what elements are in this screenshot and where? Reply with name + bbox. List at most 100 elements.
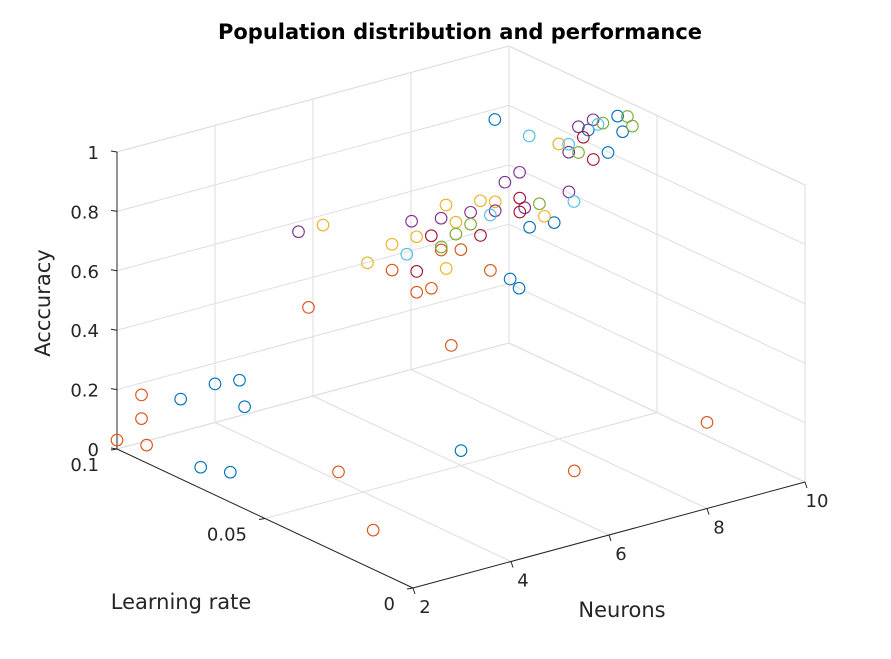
scatter-point <box>572 120 585 134</box>
y-tick-label: 0 <box>384 594 395 615</box>
scatter-point <box>223 465 237 479</box>
scatter-point <box>434 240 448 254</box>
grid-line <box>508 223 806 364</box>
box-edge <box>508 45 806 186</box>
z-tick-label: 1 <box>88 143 99 164</box>
scatter-point <box>626 119 639 133</box>
z-tick-mark <box>110 447 118 450</box>
scatter-point <box>513 191 527 205</box>
scatter-point <box>567 464 581 478</box>
scatter-point <box>194 460 208 474</box>
grid-line <box>508 164 806 305</box>
scatter-point <box>576 130 590 144</box>
scatter-point <box>503 272 517 286</box>
scatter-point <box>512 281 526 295</box>
scatter-point <box>425 281 438 295</box>
scatter-point <box>302 301 315 314</box>
scatter-point <box>135 388 148 402</box>
scatter-point <box>547 216 561 229</box>
scatter-point <box>700 416 714 429</box>
x-axis-label: Neurons <box>578 598 665 622</box>
y-tick-label: 0.1 <box>70 455 99 476</box>
scatter-point <box>385 263 399 277</box>
z-tick-label: 0.4 <box>70 321 99 342</box>
scatter-point <box>316 218 330 232</box>
y-axis-label: Learning rate <box>111 590 252 614</box>
scatter-point <box>513 205 527 219</box>
scatter-point <box>498 175 512 189</box>
scatter-point <box>385 237 399 251</box>
scatter-point <box>366 523 380 537</box>
x-tick-label: 8 <box>713 518 724 539</box>
scatter-point <box>522 129 536 143</box>
scatter-point <box>233 373 246 387</box>
scatter-point <box>410 265 424 278</box>
grid-lines <box>116 45 806 589</box>
scatter-point <box>410 230 423 244</box>
scatter-point <box>410 285 424 299</box>
y-tick-mark <box>258 518 266 520</box>
grid-line <box>508 104 806 245</box>
x-tick-mark <box>804 481 808 489</box>
scatter-point <box>174 392 188 406</box>
scatter-point <box>208 377 222 391</box>
z-tick-mark <box>110 328 118 331</box>
grid-line <box>116 164 510 272</box>
scatter-point <box>332 465 345 479</box>
z-tick-mark <box>110 388 118 391</box>
z-tick-label: 0.8 <box>70 202 99 223</box>
x-tick-mark <box>608 534 612 542</box>
z-tick-label: 0.6 <box>70 262 99 283</box>
x-tick-label: 6 <box>615 544 626 565</box>
data-points <box>110 109 714 537</box>
x-tick-label: 2 <box>419 597 430 618</box>
grid-line <box>264 412 658 519</box>
z-tick-label: 0 <box>88 440 99 461</box>
scatter-point <box>483 208 497 222</box>
z-tick-mark <box>110 150 118 153</box>
scatter-point <box>439 262 453 275</box>
scatter-point <box>572 146 585 159</box>
scatter-point <box>434 243 448 257</box>
y-tick-mark <box>406 587 414 590</box>
grid-line <box>116 104 510 212</box>
scatter-point <box>586 113 600 127</box>
grid-line <box>116 283 510 391</box>
scatter-point <box>474 229 487 242</box>
scatter-point <box>581 123 595 137</box>
scatter-point <box>464 217 477 231</box>
scatter-point <box>238 400 251 414</box>
x-tick-mark <box>412 587 416 595</box>
scatter-point <box>523 220 536 234</box>
scatter-point <box>591 118 605 131</box>
scatter-point <box>616 125 629 139</box>
scatter-point <box>400 247 414 261</box>
scatter-point <box>464 205 477 219</box>
grid-line <box>508 283 806 424</box>
scatter-point <box>135 412 148 425</box>
scatter-point <box>533 197 546 211</box>
box-edge <box>116 45 510 153</box>
scatter-point <box>586 153 600 166</box>
x-tick-label: 10 <box>806 491 829 512</box>
scatter-point <box>361 256 374 270</box>
scatter-point <box>552 137 566 151</box>
scatter-point <box>601 146 615 159</box>
scatter-point <box>454 444 468 457</box>
z-tick-mark <box>110 269 118 272</box>
scatter-point <box>434 211 448 225</box>
x-tick-mark <box>510 561 514 568</box>
y-tick-label: 0.05 <box>207 525 247 546</box>
scatter-point <box>562 145 576 159</box>
scatter-point <box>488 204 502 218</box>
x-tick-mark <box>706 508 710 515</box>
scatter-point <box>567 195 581 208</box>
scatter-point <box>140 438 153 452</box>
scatter-point <box>424 229 438 243</box>
x-tick-label: 4 <box>517 571 528 592</box>
scatter-point <box>449 215 463 229</box>
scatter-point <box>405 214 418 228</box>
scatter-point <box>611 109 624 123</box>
scatter-point <box>562 137 575 151</box>
